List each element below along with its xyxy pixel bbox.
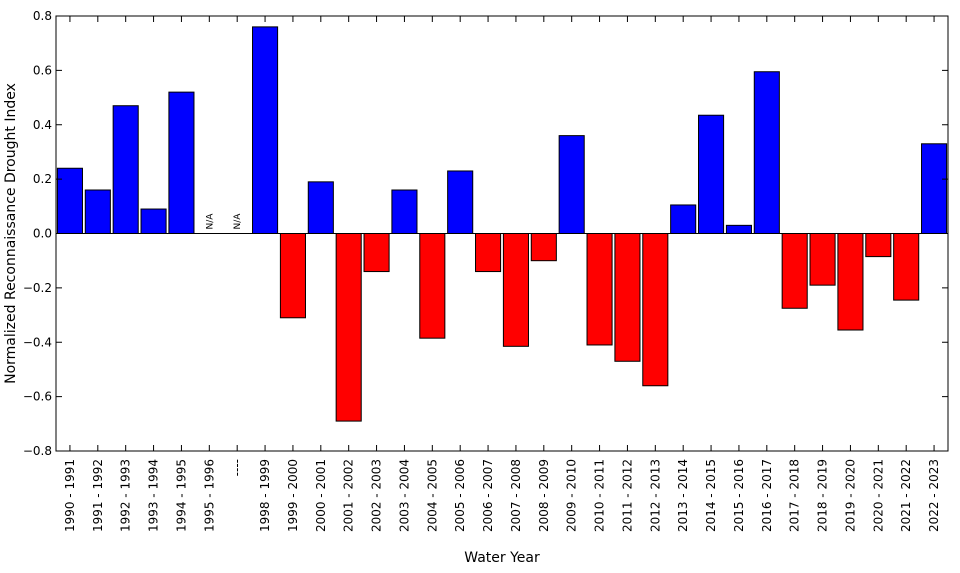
bar (335, 233, 362, 422)
x-tick-label: 2021 - 2022 (899, 459, 913, 532)
bar (781, 233, 808, 309)
x-tick-label: 2011 - 2012 (620, 459, 634, 532)
x-tick-label: 2022 - 2023 (927, 459, 941, 532)
bar (698, 114, 725, 234)
y-tick-label: 0.2 (33, 172, 52, 186)
x-tick-label: 2013 - 2014 (676, 459, 690, 532)
x-tick-label: 1993 - 1994 (147, 459, 161, 532)
bar (112, 105, 139, 234)
x-tick-label: 2006 - 2007 (481, 459, 495, 532)
na-label: N/A (233, 213, 243, 230)
x-tick-label: 1994 - 1995 (174, 459, 188, 532)
x-tick-label: 2002 - 2003 (370, 459, 384, 532)
bar (56, 167, 83, 234)
bar (502, 233, 529, 347)
x-tick-label: 2016 - 2017 (760, 459, 774, 532)
x-tick-label: 2017 - 2018 (788, 459, 802, 532)
x-tick-label: 2009 - 2010 (565, 459, 579, 532)
bar (530, 233, 557, 262)
bar (558, 135, 585, 234)
x-tick-label: 2001 - 2002 (342, 459, 356, 532)
x-axis: 1990 - 1991 1991 - 1992 1992 - 1993 1993 - … (63, 16, 941, 532)
y-tick-label: −0.6 (23, 390, 52, 404)
x-tick-label: 1992 - 1993 (119, 459, 133, 532)
y-axis: 0.8 0.6 0.4 0.2 0.0 −0.2 −0.4 −0.6 −0.8 (23, 9, 948, 458)
x-tick-label: 2019 - 2020 (843, 459, 857, 532)
y-tick-label: 0.6 (33, 63, 52, 77)
bar (363, 233, 390, 273)
bar (84, 189, 111, 234)
na-label: N/A (205, 213, 215, 230)
x-axis-title: Water Year (464, 550, 540, 566)
bar (725, 224, 752, 234)
bar (140, 208, 167, 234)
x-tick-label: 2003 - 2004 (397, 459, 411, 532)
bar (391, 189, 418, 234)
bar (307, 181, 334, 234)
x-tick-label: 2007 - 2008 (509, 459, 523, 532)
x-tick-label: 1995 - 1996 (202, 459, 216, 532)
x-tick-label: ---- (230, 459, 244, 476)
x-tick-label: 2020 - 2021 (871, 459, 885, 532)
bar (865, 233, 892, 258)
bar (809, 233, 836, 286)
bar (279, 233, 306, 319)
x-tick-label: 2010 - 2011 (593, 459, 607, 532)
y-axis-title: Normalized Reconnaissance Drought Index (3, 83, 19, 384)
x-tick-label: 1998 - 1999 (258, 459, 272, 532)
x-tick-label: 1999 - 2000 (286, 459, 300, 532)
bars-group: N/A N/A (56, 26, 948, 422)
bar (419, 233, 446, 339)
x-tick-label: 2014 - 2015 (704, 459, 718, 532)
x-tick-label: 2018 - 2019 (816, 459, 830, 532)
bar (168, 91, 195, 234)
x-tick-label: 1991 - 1992 (91, 459, 105, 532)
x-tick-label: 2005 - 2006 (453, 459, 467, 532)
plot-frame (55, 15, 949, 452)
y-tick-label: −0.8 (23, 444, 52, 458)
y-tick-label: −0.2 (23, 281, 52, 295)
y-tick-label: 0.4 (33, 118, 52, 132)
bar (837, 233, 864, 331)
x-tick-label: 1990 - 1991 (63, 459, 77, 532)
bar (614, 233, 641, 362)
y-tick-label: 0.8 (33, 9, 52, 23)
bar (921, 143, 948, 234)
x-tick-label: 2012 - 2013 (648, 459, 662, 532)
bar (893, 233, 920, 301)
x-tick-label: 2008 - 2009 (537, 459, 551, 532)
bar (475, 233, 502, 273)
y-tick-label: 0.0 (33, 227, 52, 241)
bar (586, 233, 613, 346)
bar (447, 170, 474, 234)
bar (252, 26, 279, 234)
bar (642, 233, 669, 387)
x-tick-label: 2015 - 2016 (732, 459, 746, 532)
bar (753, 71, 780, 234)
x-tick-label: 2004 - 2005 (425, 459, 439, 532)
y-tick-label: −0.4 (23, 335, 52, 349)
bar (670, 204, 697, 234)
x-tick-label: 2000 - 2001 (314, 459, 328, 532)
